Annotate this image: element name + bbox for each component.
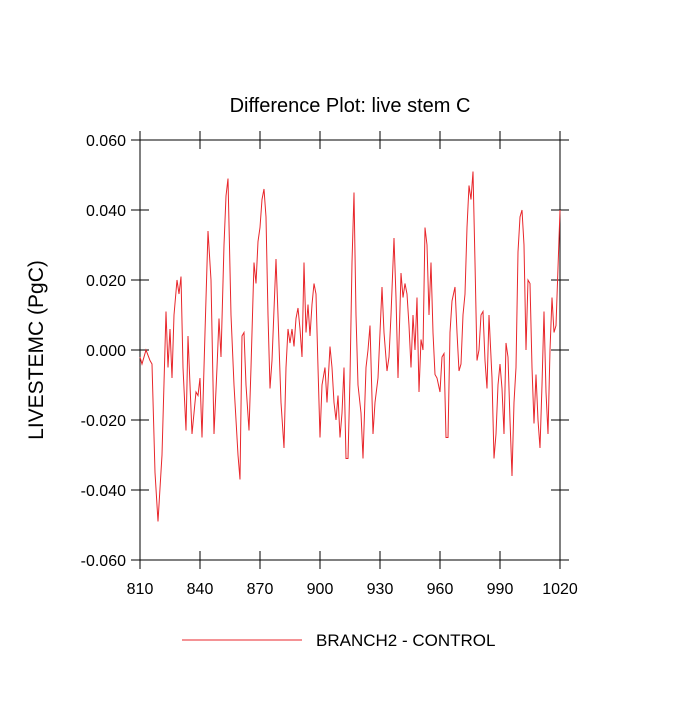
y-tick-label: 0.000 <box>86 343 126 360</box>
y-tick-label: 0.040 <box>86 203 126 220</box>
x-tick-label: 990 <box>487 581 514 598</box>
y-tick-label: -0.020 <box>81 413 126 430</box>
y-tick-label: 0.060 <box>86 133 126 150</box>
y-axis-label: LIVESTEMC (PgC) <box>25 260 48 440</box>
x-tick-label: 960 <box>427 581 454 598</box>
y-tick-label: -0.060 <box>81 553 126 570</box>
legend-label: BRANCH2 - CONTROL <box>316 631 495 650</box>
x-tick-label: 1020 <box>542 581 578 598</box>
x-tick-label: 870 <box>247 581 274 598</box>
x-tick-label: 900 <box>307 581 334 598</box>
y-tick-label: 0.020 <box>86 273 126 290</box>
x-tick-label: 840 <box>187 581 214 598</box>
y-tick-label: -0.040 <box>81 483 126 500</box>
x-tick-label: 930 <box>367 581 394 598</box>
data-line <box>139 171 561 522</box>
chart-title: Difference Plot: live stem C <box>230 95 471 117</box>
x-tick-label: 810 <box>127 581 154 598</box>
